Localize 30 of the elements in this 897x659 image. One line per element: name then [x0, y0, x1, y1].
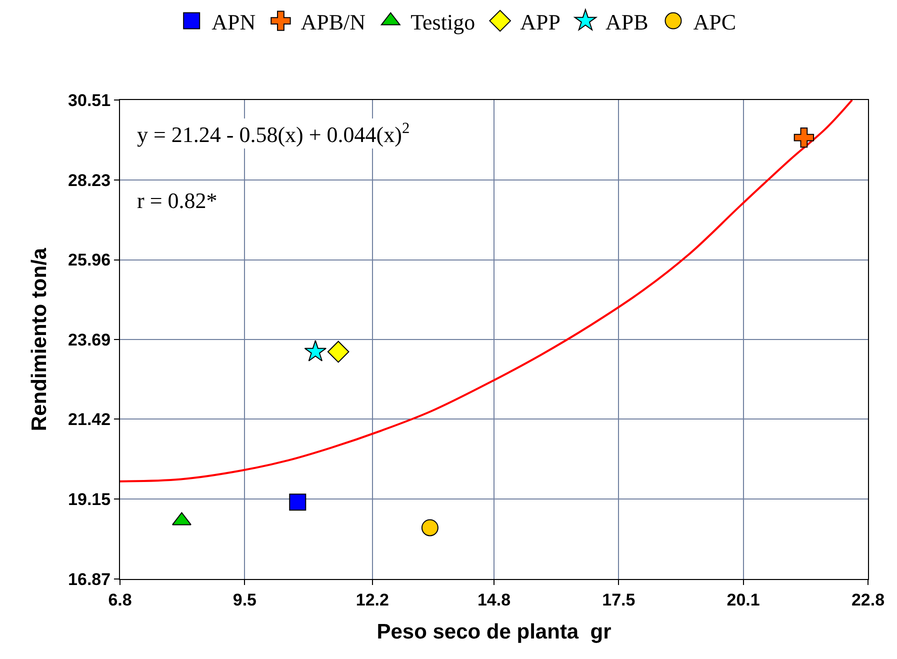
legend-label: Testigo [410, 9, 476, 34]
legend-label: APC [693, 9, 736, 34]
legend-label: APB [605, 9, 648, 34]
x-axis-title: Peso seco de planta gr [376, 620, 612, 644]
legend-label: APN [212, 9, 256, 34]
x-tick-label: 17.5 [602, 590, 636, 610]
legend-label: APP [520, 9, 560, 34]
point [304, 340, 327, 362]
y-tick-label: 28.23 [68, 171, 111, 190]
y-tick-label: 23.69 [68, 330, 111, 350]
x-tick-label: 12.2 [356, 590, 389, 610]
y-tick-label: 19.15 [68, 490, 111, 509]
point [289, 494, 306, 511]
annotation: y = 21.24 - 0.58(x) + 0.044(x)$^{2}$ [137, 120, 410, 148]
point [421, 519, 438, 536]
point [794, 127, 814, 148]
y-tick-label: 21.42 [68, 410, 111, 430]
point [327, 340, 350, 363]
line-series [120, 100, 854, 482]
y-axis-title: Rendimiento ton/a [28, 248, 52, 432]
x-tick-label: 20.1 [726, 590, 760, 610]
x-tick-label: 14.8 [477, 590, 511, 610]
x-tick-label: 9.5 [232, 590, 256, 610]
annotation: r = 0.82* [137, 188, 218, 213]
y-tick-label: 16.87 [68, 570, 111, 589]
y-tick-label: 30.51 [68, 90, 111, 110]
y-tick-label: 25.96 [68, 250, 111, 270]
x-tick-label: 6.8 [108, 590, 132, 610]
legend-label: APB/N [300, 9, 366, 34]
x-tick-label: 22.8 [851, 590, 885, 610]
